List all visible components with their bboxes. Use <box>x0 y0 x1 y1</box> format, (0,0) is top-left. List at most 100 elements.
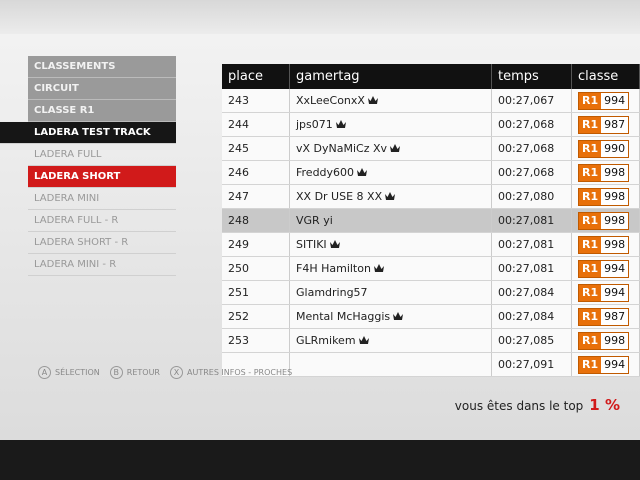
time-cell: 00:27,080 <box>492 185 572 208</box>
menu-item[interactable]: LADERA MINI <box>28 188 176 210</box>
place-cell: 246 <box>222 161 290 184</box>
class-badge: R1 994 <box>578 92 630 110</box>
class-cell: R1 990 <box>572 137 640 160</box>
class-rating: 998 <box>601 237 629 253</box>
menu-item[interactable]: LADERA MINI - R <box>28 254 176 276</box>
menu-item[interactable]: LADERA TEST TRACK <box>0 122 176 144</box>
class-badge: R1 994 <box>578 284 630 302</box>
gamertag-cell: jps071 <box>290 113 492 136</box>
header-cell: classe <box>572 64 640 89</box>
time-cell: 00:27,085 <box>492 329 572 352</box>
menu-item[interactable]: CLASSEMENTS <box>28 56 176 78</box>
button-icon: X <box>169 366 183 379</box>
gamertag: SITIKI <box>296 238 327 251</box>
table-row[interactable]: 252 Mental McHaggis 00:27,084 R1 987 <box>222 305 640 329</box>
button-hint: X AUTRES INFOS - PROCHES <box>169 366 293 379</box>
crown-icon <box>329 234 340 257</box>
rank-percent: 1 % <box>589 396 620 414</box>
class-badge: R1 990 <box>578 140 630 158</box>
time-cell: 00:27,081 <box>492 257 572 280</box>
time-cell: 00:27,084 <box>492 281 572 304</box>
crown-icon <box>393 306 404 329</box>
header-cell: temps <box>492 64 572 89</box>
class-cell: R1 998 <box>572 329 640 352</box>
table-row[interactable]: 249 SITIKI 00:27,081 R1 998 <box>222 233 640 257</box>
class-rating: 994 <box>601 93 629 109</box>
class-cell: R1 987 <box>572 113 640 136</box>
place-cell: 251 <box>222 281 290 304</box>
class-rating: 998 <box>601 333 629 349</box>
gamertag-cell: Freddy600 <box>290 161 492 184</box>
time-cell: 00:27,091 <box>492 353 572 376</box>
button-label: SÉLECTION <box>55 368 100 377</box>
crown-icon <box>367 90 378 113</box>
gamertag-cell: Mental McHaggis <box>290 305 492 328</box>
class-badge: R1 998 <box>578 164 630 182</box>
gamertag-cell: GLRmikem <box>290 329 492 352</box>
time-cell: 00:27,067 <box>492 89 572 112</box>
place-cell: 252 <box>222 305 290 328</box>
button-hint: A SÉLECTION <box>38 366 100 379</box>
button-icon: A <box>38 366 51 379</box>
class-rating: 994 <box>601 261 629 277</box>
gamertag: VGR yi <box>296 214 333 227</box>
place-cell: 243 <box>222 89 290 112</box>
gamertag-cell <box>290 353 492 376</box>
table-row[interactable]: 247 XX Dr USE 8 XX 00:27,080 R1 998 <box>222 185 640 209</box>
leaderboard: place gamertag temps classe 243 XxLeeConx… <box>222 64 640 377</box>
class-rating: 998 <box>601 189 629 205</box>
menu-item[interactable]: CLASSE R1 <box>28 100 176 122</box>
class-badge: R1 998 <box>578 236 630 254</box>
crown-icon <box>357 162 368 185</box>
button-label: RETOUR <box>126 368 160 377</box>
menu-item[interactable]: LADERA SHORT <box>28 166 176 188</box>
table-row[interactable]: 245 vX DyNaMiCz Xv 00:27,068 R1 990 <box>222 137 640 161</box>
gamertag: XX Dr USE 8 XX <box>296 190 383 203</box>
place-cell: 248 <box>222 209 290 232</box>
place-cell: 250 <box>222 257 290 280</box>
time-cell: 00:27,081 <box>492 209 572 232</box>
rank-summary: vous êtes dans le top 1 % <box>455 396 620 414</box>
menu-item[interactable]: LADERA SHORT - R <box>28 232 176 254</box>
table-row[interactable]: 250 F4H Hamilton 00:27,081 R1 994 <box>222 257 640 281</box>
class-letter: R1 <box>579 141 602 157</box>
class-rating: 998 <box>601 165 629 181</box>
time-cell: 00:27,081 <box>492 233 572 256</box>
table-row[interactable]: 243 XxLeeConxX 00:27,067 R1 994 <box>222 89 640 113</box>
crown-icon <box>358 330 369 353</box>
time-cell: 00:27,068 <box>492 161 572 184</box>
class-rating: 998 <box>601 213 629 229</box>
class-cell: R1 987 <box>572 305 640 328</box>
gamertag: XxLeeConxX <box>296 94 365 107</box>
table-row[interactable]: 253 GLRmikem 00:27,085 R1 998 <box>222 329 640 353</box>
class-badge: R1 998 <box>578 332 630 350</box>
class-cell: R1 998 <box>572 233 640 256</box>
table-row[interactable]: 251 Glamdring57 00:27,084 R1 994 <box>222 281 640 305</box>
class-rating: 987 <box>601 117 629 133</box>
gamertag: Glamdring57 <box>296 286 368 299</box>
place-cell: 244 <box>222 113 290 136</box>
menu-item[interactable]: CIRCUIT <box>28 78 176 100</box>
table-row[interactable]: 244 jps071 00:27,068 R1 987 <box>222 113 640 137</box>
gamertag: GLRmikem <box>296 334 356 347</box>
button-icon: B <box>109 366 123 379</box>
table-row[interactable]: 00:27,091 R1 994 <box>222 353 640 377</box>
time-cell: 00:27,068 <box>492 113 572 136</box>
menu-item[interactable]: LADERA FULL <box>28 144 176 166</box>
gamertag: Freddy600 <box>296 166 355 179</box>
gamertag-cell: VGR yi <box>290 209 492 232</box>
place-cell <box>222 353 290 376</box>
button-label: AUTRES INFOS - PROCHES <box>186 368 293 377</box>
class-badge: R1 994 <box>578 356 630 374</box>
time-cell: 00:27,084 <box>492 305 572 328</box>
class-badge: R1 998 <box>578 212 630 230</box>
class-letter: R1 <box>579 93 602 109</box>
table-row[interactable]: 248 VGR yi 00:27,081 R1 998 <box>222 209 640 233</box>
class-cell: R1 994 <box>572 89 640 112</box>
screen: CLASSEMENTS CIRCUIT CLASSE R1 LADERA TEST T… <box>0 0 640 440</box>
class-badge: R1 987 <box>578 116 630 134</box>
table-row[interactable]: 246 Freddy600 00:27,068 R1 998 <box>222 161 640 185</box>
menu-item[interactable]: LADERA FULL - R <box>28 210 176 232</box>
class-letter: R1 <box>579 285 602 301</box>
